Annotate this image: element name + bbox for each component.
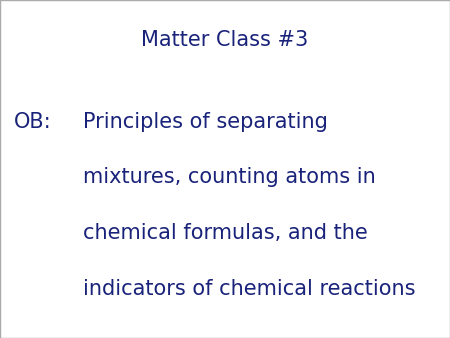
Text: OB:: OB: <box>14 112 51 131</box>
Text: Matter Class #3: Matter Class #3 <box>141 30 309 50</box>
Text: indicators of chemical reactions: indicators of chemical reactions <box>83 279 416 299</box>
Text: chemical formulas, and the: chemical formulas, and the <box>83 223 368 243</box>
Text: Principles of separating: Principles of separating <box>83 112 328 131</box>
Text: mixtures, counting atoms in: mixtures, counting atoms in <box>83 167 376 187</box>
